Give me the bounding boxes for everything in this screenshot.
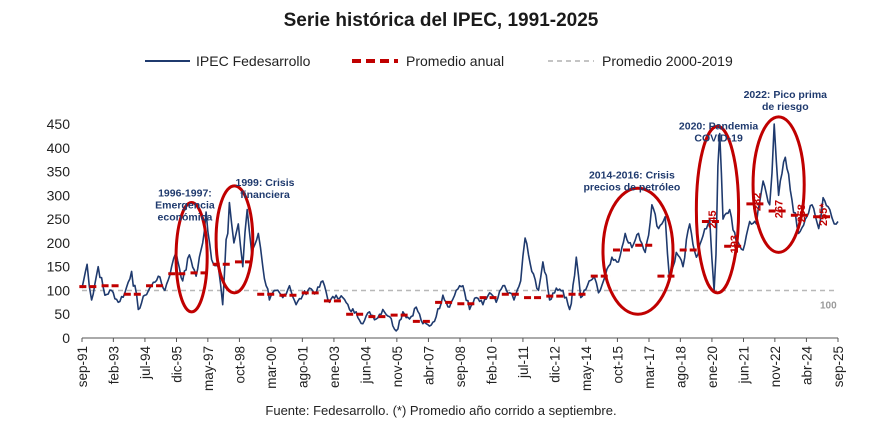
y-tick-label-150: 150: [47, 259, 71, 275]
annual-value-label-2020: 245: [707, 210, 719, 228]
y-tick-label-350: 350: [47, 164, 71, 180]
ann-1996-text-0: 1996-1997:: [158, 187, 212, 199]
ann-2014-text-1: precios de petróleo: [583, 182, 680, 194]
ann-2020-text-1: COVID-19: [694, 133, 743, 145]
y-tick-label-200: 200: [47, 235, 71, 251]
x-tick-label-jul-94: jul-94: [138, 346, 153, 381]
chart-source: Fuente: Fedesarrollo. (*) Promedio año c…: [265, 403, 617, 418]
x-tick-label-nov-22: nov-22: [768, 346, 783, 387]
y-tick-label-50: 50: [54, 306, 70, 322]
ann-2014-ellipse: [601, 186, 675, 316]
y-tick-label-300: 300: [47, 187, 71, 203]
y-tick-label-100: 100: [47, 282, 71, 298]
ann-2020-text-0: 2020: Pandemia: [679, 121, 759, 133]
ann-2022-text-1: de riesgo: [762, 101, 809, 113]
y-tick-label-450: 450: [47, 116, 71, 132]
ann-1999-ellipse: [214, 184, 255, 295]
x-tick-label-oct-98: oct-98: [232, 346, 247, 384]
x-tick-label-mar-17: mar-17: [642, 346, 657, 389]
x-tick-label-sep-91: sep-91: [75, 346, 90, 387]
x-tick-label-jul-11: jul-11: [516, 346, 531, 379]
x-tick-label-abr-07: abr-07: [421, 346, 436, 385]
x-tick-label-ene-03: ene-03: [327, 346, 342, 388]
x-tick-label-jun-21: jun-21: [737, 346, 752, 385]
ann-2014-text-0: 2014-2016: Crisis: [589, 170, 675, 182]
y-tick-label-0: 0: [62, 330, 70, 346]
x-tick-label-may-97: may-97: [201, 346, 216, 391]
ann-1996-text-1: Emergencia: [155, 199, 215, 211]
x-tick-label-feb-10: feb-10: [484, 346, 499, 384]
legend-label-reference: Promedio 2000-2019: [602, 53, 733, 69]
x-tick-label-abr-24: abr-24: [799, 346, 814, 386]
x-tick-label-sep-25: sep-25: [831, 346, 846, 387]
x-tick-label-ago-01: ago-01: [295, 346, 310, 388]
y-tick-label-400: 400: [47, 140, 71, 156]
ann-2022-ellipse: [751, 115, 806, 254]
x-tick-label-ene-20: ene-20: [705, 346, 720, 388]
legend-label-ipec: IPEC Fedesarrollo: [196, 53, 311, 69]
legend-label-annual: Promedio anual: [406, 53, 504, 69]
ann-1996-ellipse: [174, 200, 209, 314]
reference-line-label: 100: [820, 300, 837, 311]
x-tick-label-feb-93: feb-93: [106, 346, 121, 384]
chart-title: Serie histórica del IPEC, 1991-2025: [283, 10, 599, 31]
annual-value-label-2023: 267: [774, 200, 786, 218]
x-tick-label-sep-08: sep-08: [453, 346, 468, 387]
ann-1999-text-1: financiera: [240, 189, 290, 201]
x-tick-label-may-14: may-14: [579, 346, 594, 392]
x-tick-label-jun-04: jun-04: [359, 346, 374, 385]
ann-1996-text-2: económica: [158, 211, 213, 223]
ann-2020-ellipse: [694, 124, 741, 295]
annual-value-label-2025: 255*: [818, 203, 830, 226]
x-tick-label-dic-95: dic-95: [170, 346, 185, 383]
ipec-monthly-line: [81, 123, 839, 332]
ann-1999-text-0: 1999: Crisis: [236, 177, 295, 189]
x-tick-label-dic-12: dic-12: [548, 346, 563, 383]
y-tick-label-250: 250: [47, 211, 71, 227]
x-tick-label-oct-15: oct-15: [610, 346, 625, 384]
x-tick-label-ago-18: ago-18: [673, 346, 688, 388]
ann-2022-text-0: 2022: Pico prima: [744, 89, 828, 101]
x-tick-label-mar-00: mar-00: [264, 346, 279, 389]
x-tick-label-nov-05: nov-05: [390, 346, 405, 387]
